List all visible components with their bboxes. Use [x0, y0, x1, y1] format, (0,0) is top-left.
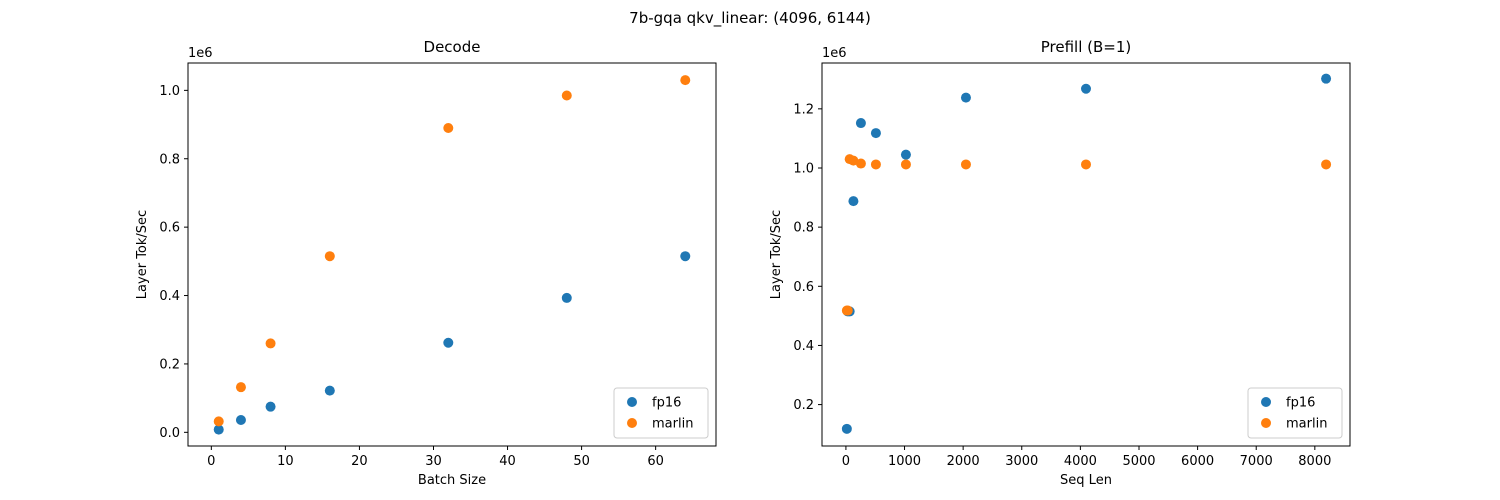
- prefill-point-marlin: [1321, 159, 1332, 170]
- prefill-point-fp16: [1321, 73, 1332, 84]
- prefill-point-fp16: [855, 118, 866, 129]
- prefill-xtick-label: 3000: [1005, 454, 1038, 469]
- prefill-point-marlin: [1081, 159, 1091, 170]
- prefill-ytick-label: 0.8: [793, 221, 814, 236]
- decode-point-fp16: [680, 251, 691, 262]
- decode-legend-box: [613, 387, 709, 439]
- decode-point-marlin: [443, 122, 454, 133]
- decode-point-fp16: [324, 385, 335, 396]
- decode-ytick-label: 0.0: [159, 426, 180, 441]
- prefill-legend-marker-fp16: [1261, 397, 1271, 407]
- prefill-ytick-label: 1.0: [793, 161, 814, 176]
- prefill-point-fp16: [1081, 83, 1091, 94]
- decode-offset-text: 1e6: [188, 46, 213, 61]
- prefill-point-marlin: [842, 305, 853, 316]
- prefill-point-fp16: [960, 92, 971, 103]
- prefill-point-fp16: [900, 149, 911, 160]
- decode-legend-label-marlin: marlin: [652, 417, 693, 432]
- prefill-xtick-label: 7000: [1240, 454, 1273, 469]
- decode-point-fp16: [561, 292, 572, 303]
- decode-point-fp16: [265, 401, 276, 412]
- decode-xtick-label: 30: [425, 454, 442, 469]
- prefill-xtick-label: 2000: [947, 454, 980, 469]
- decode-legend-marker-fp16: [627, 397, 637, 407]
- prefill-point-marlin: [960, 159, 971, 170]
- decode-ytick-label: 0.2: [159, 357, 180, 372]
- decode-ytick-label: 0.4: [159, 289, 180, 304]
- prefill-point-fp16: [870, 128, 881, 139]
- decode-ytick-label: 1.0: [159, 84, 180, 99]
- prefill-xtick-label: 5000: [1122, 454, 1155, 469]
- prefill-xtick-label: 0: [842, 454, 850, 469]
- prefill-point-marlin: [900, 159, 911, 170]
- prefill-ytick-label: 0.4: [793, 339, 814, 354]
- prefill-title: Prefill (B=1): [1041, 38, 1132, 56]
- prefill-point-marlin: [848, 155, 859, 166]
- prefill-ytick-label: 0.2: [793, 398, 814, 413]
- decode-ytick-label: 0.8: [159, 152, 180, 167]
- prefill-ytick-label: 0.6: [793, 280, 814, 295]
- decode-panel: Decode 0 10 20 30 40 50 60 0.0 0.2 0.4 0.6 0.8 1.0 1e6…: [135, 38, 717, 488]
- prefill-panel: Prefill (B=1) 0 1000 2000 3000 4000 5000 6000 70…: [769, 38, 1351, 488]
- decode-legend-marker-marlin: [627, 418, 637, 428]
- decode-point-fp16: [443, 337, 454, 348]
- decode-xtick-label: 0: [207, 454, 215, 469]
- prefill-ylabel: Layer Tok/Sec: [769, 210, 784, 299]
- decode-point-marlin: [680, 75, 691, 86]
- decode-title: Decode: [424, 38, 481, 56]
- decode-xlabel: Batch Size: [418, 473, 486, 488]
- decode-xtick-label: 10: [277, 454, 294, 469]
- decode-point-marlin: [561, 90, 572, 101]
- decode-xtick-label: 60: [647, 454, 664, 469]
- decode-legend-label-fp16: fp16: [652, 396, 681, 411]
- prefill-legend-marker-marlin: [1261, 418, 1271, 428]
- decode-ylabel: Layer Tok/Sec: [135, 210, 150, 299]
- decode-point-fp16: [213, 424, 224, 435]
- decode-point-marlin: [213, 416, 224, 427]
- decode-xtick-label: 20: [351, 454, 368, 469]
- decode-point-fp16: [235, 415, 246, 426]
- prefill-xtick-label: 6000: [1181, 454, 1214, 469]
- decode-axes-frame: [187, 62, 717, 447]
- prefill-legend-label-marlin: marlin: [1286, 417, 1327, 432]
- decode-ytick-label: 0.6: [159, 221, 180, 236]
- prefill-xtick-label: 4000: [1064, 454, 1097, 469]
- prefill-point-fp16: [848, 196, 859, 207]
- figure-suptitle: 7b-gqa qkv_linear: (4096, 6144): [629, 9, 871, 28]
- decode-point-marlin: [235, 382, 246, 393]
- decode-point-marlin: [265, 338, 276, 349]
- prefill-point-fp16: [841, 423, 852, 434]
- decode-xtick-label: 50: [573, 454, 590, 469]
- decode-xtick-label: 40: [499, 454, 516, 469]
- prefill-legend-label-fp16: fp16: [1286, 396, 1315, 411]
- prefill-xtick-label: 1000: [888, 454, 921, 469]
- prefill-ytick-label: 1.2: [793, 102, 814, 117]
- prefill-axes-frame: [821, 62, 1351, 447]
- prefill-offset-text: 1e6: [822, 46, 847, 61]
- decode-point-marlin: [324, 251, 335, 262]
- prefill-legend-box: [1247, 387, 1343, 439]
- prefill-point-marlin: [870, 159, 881, 170]
- prefill-point-marlin: [855, 158, 866, 169]
- prefill-xlabel: Seq Len: [1060, 473, 1112, 488]
- prefill-xtick-label: 8000: [1298, 454, 1331, 469]
